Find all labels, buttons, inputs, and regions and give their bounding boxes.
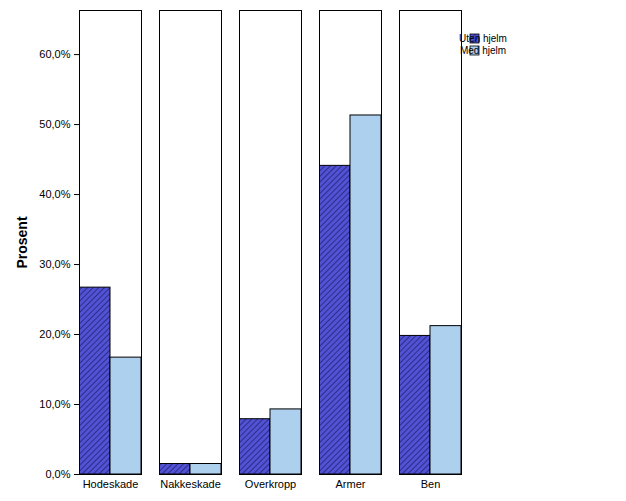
svg-text:Uten hjelm: Uten hjelm <box>459 33 507 44</box>
svg-text:Med hjelm: Med hjelm <box>460 45 506 56</box>
svg-text:Armer: Armer <box>336 478 366 490</box>
svg-text:Overkropp: Overkropp <box>245 478 296 490</box>
svg-text:30,0%: 30,0% <box>39 258 70 270</box>
svg-text:50,0%: 50,0% <box>39 118 70 130</box>
svg-text:60,0%: 60,0% <box>39 48 70 60</box>
svg-text:Hodeskade: Hodeskade <box>83 478 139 490</box>
svg-text:Prosent: Prosent <box>14 216 30 268</box>
svg-text:40,0%: 40,0% <box>39 188 70 200</box>
svg-text:10,0%: 10,0% <box>39 398 70 410</box>
svg-text:0,0%: 0,0% <box>45 468 70 480</box>
svg-text:20,0%: 20,0% <box>39 328 70 340</box>
svg-text:Nakkeskade: Nakkeskade <box>160 478 221 490</box>
svg-text:Ben: Ben <box>421 478 441 490</box>
